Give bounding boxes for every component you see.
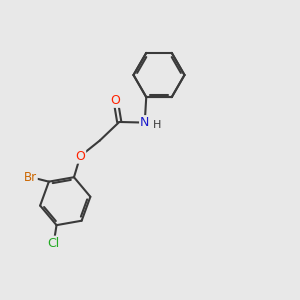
Text: N: N: [140, 116, 149, 129]
Text: Br: Br: [24, 171, 37, 184]
Text: O: O: [75, 150, 85, 163]
Text: Cl: Cl: [47, 237, 60, 250]
Text: O: O: [111, 94, 121, 107]
Text: H: H: [153, 120, 161, 130]
